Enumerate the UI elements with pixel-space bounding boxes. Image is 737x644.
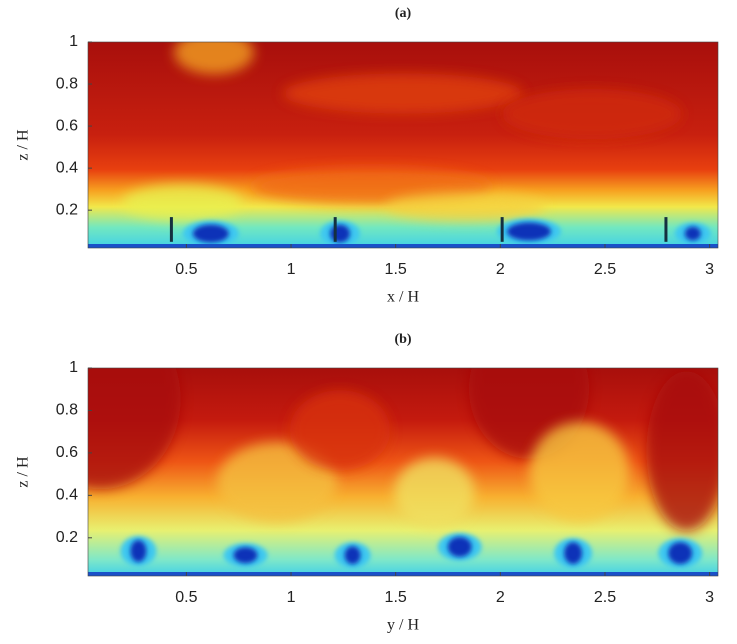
y-tick-label: 0.8 [56, 402, 78, 419]
x-axis-label: x / H [387, 289, 419, 306]
field [88, 368, 718, 576]
x-tick-label: 3 [705, 261, 714, 278]
field-structure [502, 89, 682, 140]
plot-frame [87, 367, 719, 577]
x-tick-label: 0.5 [175, 589, 197, 606]
field-structure [283, 73, 523, 114]
y-tick-label: 0.2 [56, 201, 78, 218]
x-axis-label: y / H [387, 617, 419, 634]
vortex-core [330, 224, 350, 243]
field-structure [122, 184, 243, 221]
x-tick-label: 3 [705, 589, 714, 606]
y-tick-label: 0.4 [56, 159, 78, 176]
x-tick-label: 2 [496, 589, 505, 606]
panel-title: (b) [394, 332, 411, 347]
y-axis-label: z / H [15, 129, 32, 161]
vortex-core [192, 224, 229, 243]
y-tick-label: 1 [69, 33, 78, 50]
x-tick-label: 2.5 [594, 589, 616, 606]
x-tick-label: 1.5 [385, 589, 407, 606]
y-tick-label: 1 [69, 359, 78, 376]
field-structure [290, 390, 390, 471]
roughness-element [169, 217, 173, 242]
vortex-core [233, 547, 258, 564]
y-tick-label: 0.8 [56, 75, 78, 92]
vortex-core [564, 542, 583, 565]
field-structure [646, 371, 718, 532]
plot-frame [87, 41, 719, 249]
x-tick-label: 0.5 [175, 261, 197, 278]
roughness-element [664, 217, 668, 242]
panel-title: (a) [395, 6, 412, 21]
vortex-core [130, 540, 147, 563]
field [88, 42, 718, 248]
field-structure [529, 422, 630, 522]
field-structure [174, 42, 254, 75]
field-structure [394, 457, 475, 528]
y-tick-label: 0.4 [56, 487, 78, 504]
wall-layer [88, 244, 718, 248]
vortex-core [684, 226, 701, 241]
y-tick-label: 0.6 [56, 444, 78, 461]
field-structure [386, 192, 546, 221]
roughness-element [500, 217, 504, 242]
vortex-core [507, 222, 551, 241]
x-tick-label: 2 [496, 261, 505, 278]
vortex-core [668, 542, 693, 565]
vortex-core [447, 536, 472, 557]
x-tick-label: 1.5 [385, 261, 407, 278]
field-structure [217, 442, 337, 523]
y-tick-label: 0.2 [56, 529, 78, 546]
x-tick-label: 1 [287, 261, 296, 278]
x-tick-label: 1 [287, 589, 296, 606]
wall-layer [88, 572, 718, 576]
roughness-element [333, 217, 337, 242]
y-tick-label: 0.6 [56, 117, 78, 134]
vortex-core [344, 546, 361, 565]
field-structure [88, 368, 181, 490]
y-axis-label: z / H [15, 456, 32, 488]
x-tick-label: 2.5 [594, 261, 616, 278]
